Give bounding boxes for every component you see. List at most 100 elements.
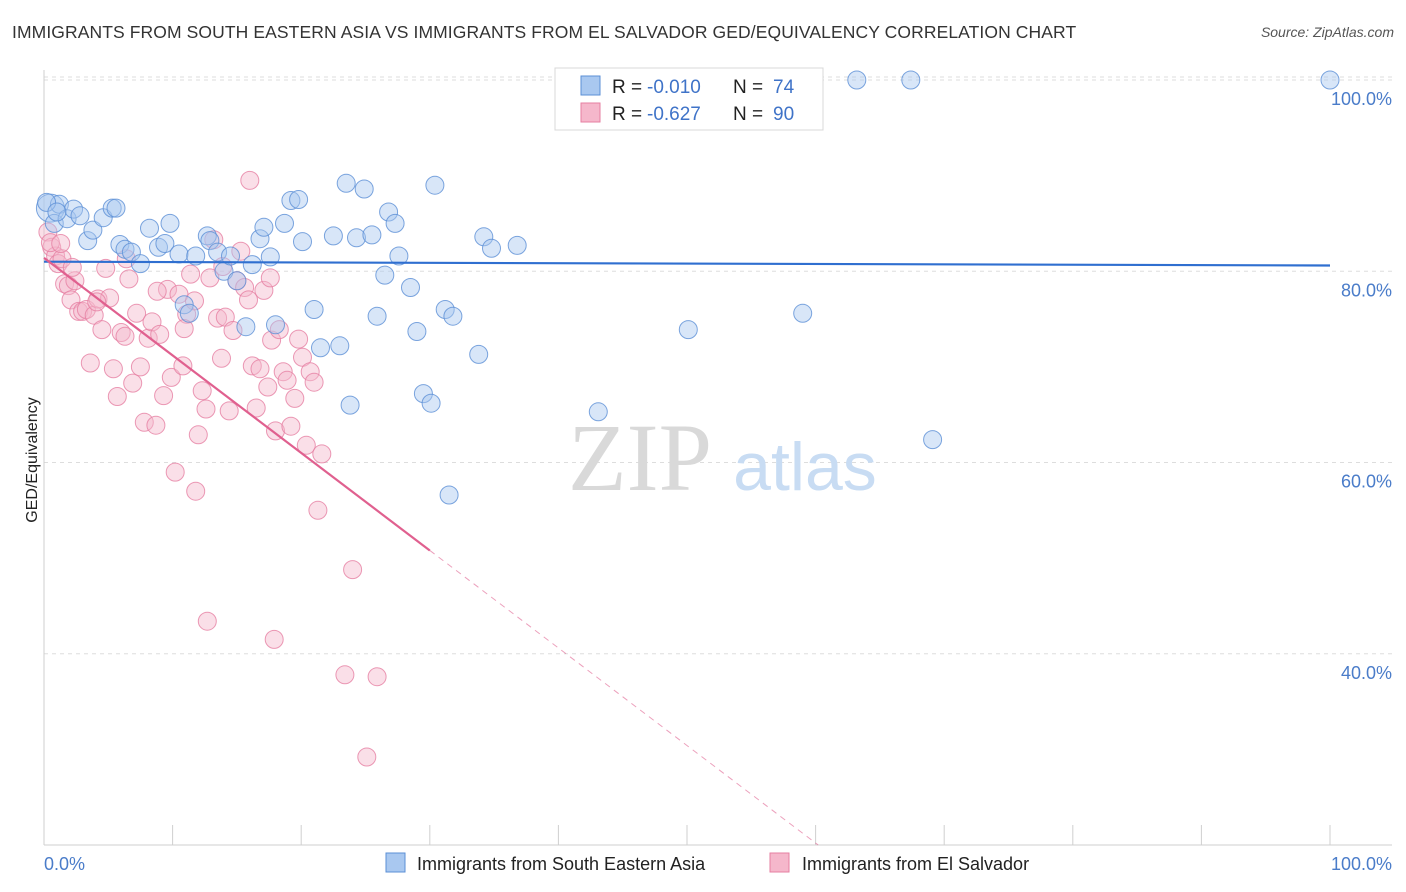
point-el-salvador xyxy=(281,416,301,436)
point-south-eastern-asia xyxy=(923,430,943,450)
point-el-salvador xyxy=(308,500,328,520)
legend-swatch-blue xyxy=(580,75,601,96)
bottom-legend-label-blue: Immigrants from South Eastern Asia xyxy=(417,854,706,874)
point-south-eastern-asia xyxy=(47,202,67,222)
point-el-salvador xyxy=(130,357,150,377)
point-el-salvador xyxy=(107,387,127,406)
point-el-salvador xyxy=(188,425,208,445)
point-el-salvador xyxy=(246,398,266,418)
point-south-eastern-asia xyxy=(340,395,360,415)
point-south-eastern-asia xyxy=(336,173,356,193)
point-el-salvador xyxy=(367,667,387,687)
point-south-eastern-asia xyxy=(78,231,98,251)
point-el-salvador xyxy=(123,373,143,393)
trend-line-el-salvador xyxy=(43,256,431,552)
legend-n-label-pink: N = xyxy=(733,104,763,125)
point-el-salvador xyxy=(111,323,131,342)
point-el-salvador xyxy=(231,241,251,261)
point-south-eastern-asia xyxy=(250,229,270,249)
point-south-eastern-asia xyxy=(149,237,168,257)
legend-n-value-pink: 90 xyxy=(773,104,794,125)
point-el-salvador xyxy=(250,359,270,379)
series-south-eastern-asia xyxy=(35,70,1340,505)
point-south-eastern-asia xyxy=(588,402,608,422)
point-el-salvador xyxy=(146,415,166,435)
point-south-eastern-asia xyxy=(362,225,382,245)
point-el-salvador xyxy=(87,292,107,312)
axes-layer: 40.0% 60.0% 80.0% 100.0% 0.0% 100.0% xyxy=(43,70,1392,874)
point-south-eastern-asia xyxy=(469,344,489,364)
point-el-salvador xyxy=(242,356,262,376)
point-south-eastern-asia xyxy=(482,238,501,258)
point-south-eastern-asia xyxy=(474,227,494,247)
point-el-salvador xyxy=(197,611,217,631)
point-south-eastern-asia xyxy=(70,206,90,226)
point-el-salvador xyxy=(200,268,220,288)
point-south-eastern-asia xyxy=(83,220,103,240)
point-el-salvador xyxy=(254,280,274,300)
point-south-eastern-asia xyxy=(160,213,180,233)
point-south-eastern-asia xyxy=(379,202,399,222)
point-south-eastern-asia xyxy=(289,190,309,209)
point-el-salvador xyxy=(212,348,231,368)
point-el-salvador xyxy=(134,412,154,432)
watermark: ZIP atlas xyxy=(568,404,877,511)
point-el-salvador xyxy=(335,665,355,685)
y-axis-title: GED/Equivalency xyxy=(24,397,41,522)
point-south-eastern-asia xyxy=(389,246,409,266)
point-south-eastern-asia xyxy=(186,246,206,266)
point-el-salvador xyxy=(161,367,181,387)
legend-swatch-pink xyxy=(580,102,601,123)
point-south-eastern-asia xyxy=(281,191,301,210)
point-el-salvador xyxy=(223,321,243,340)
point-south-eastern-asia xyxy=(435,300,455,319)
point-el-salvador xyxy=(343,560,363,580)
point-el-salvador xyxy=(150,324,170,344)
point-south-eastern-asia xyxy=(266,315,285,335)
point-south-eastern-asia xyxy=(37,192,57,212)
point-south-eastern-asia xyxy=(130,254,150,274)
point-south-eastern-asia xyxy=(208,242,228,262)
chart-title: IMMIGRANTS FROM SOUTH EASTERN ASIA VS IM… xyxy=(12,22,1077,42)
point-el-salvador xyxy=(277,370,297,390)
point-el-salvador xyxy=(173,356,193,376)
point-south-eastern-asia xyxy=(425,175,445,195)
bottom-legend-label-pink: Immigrants from El Salvador xyxy=(802,854,1029,874)
point-el-salvador xyxy=(357,747,377,767)
point-el-salvador xyxy=(115,326,135,346)
trend-line-south-eastern-asia xyxy=(43,260,1331,267)
trend-lines xyxy=(43,256,1331,846)
point-el-salvador xyxy=(262,330,282,350)
bottom-legend-swatch-blue xyxy=(385,852,406,873)
legend-r-label-pink: R = xyxy=(612,104,642,125)
point-south-eastern-asia xyxy=(354,179,374,199)
point-south-eastern-asia xyxy=(323,226,343,246)
legend-n-value-blue: 74 xyxy=(773,77,795,98)
point-el-salvador xyxy=(304,372,324,392)
point-el-salvador xyxy=(96,258,116,278)
point-south-eastern-asia xyxy=(793,303,813,323)
point-el-salvador xyxy=(92,320,112,340)
point-el-salvador xyxy=(266,421,285,441)
point-el-salvador xyxy=(51,234,71,253)
point-south-eastern-asia xyxy=(1320,70,1340,90)
point-south-eastern-asia xyxy=(847,70,867,90)
source-credit: Source: ZipAtlas.com xyxy=(1260,24,1394,40)
point-el-salvador xyxy=(127,303,147,323)
point-south-eastern-asia xyxy=(242,255,262,275)
point-el-salvador xyxy=(258,377,278,397)
point-el-salvador xyxy=(296,435,316,455)
point-south-eastern-asia xyxy=(375,265,395,285)
point-south-eastern-asia xyxy=(401,278,420,297)
watermark-zip: ZIP xyxy=(568,404,712,511)
point-south-eastern-asia xyxy=(443,306,463,326)
point-south-eastern-asia xyxy=(901,70,921,90)
point-el-salvador xyxy=(62,257,82,277)
bottom-legend-swatch-pink xyxy=(769,852,790,873)
point-el-salvador xyxy=(192,381,212,401)
point-el-salvador xyxy=(219,401,239,421)
point-el-salvador xyxy=(165,462,185,482)
legend-r-value-blue: -0.010 xyxy=(647,77,701,98)
y-tick-label: 60.0% xyxy=(1341,472,1392,492)
point-south-eastern-asia xyxy=(507,235,527,255)
